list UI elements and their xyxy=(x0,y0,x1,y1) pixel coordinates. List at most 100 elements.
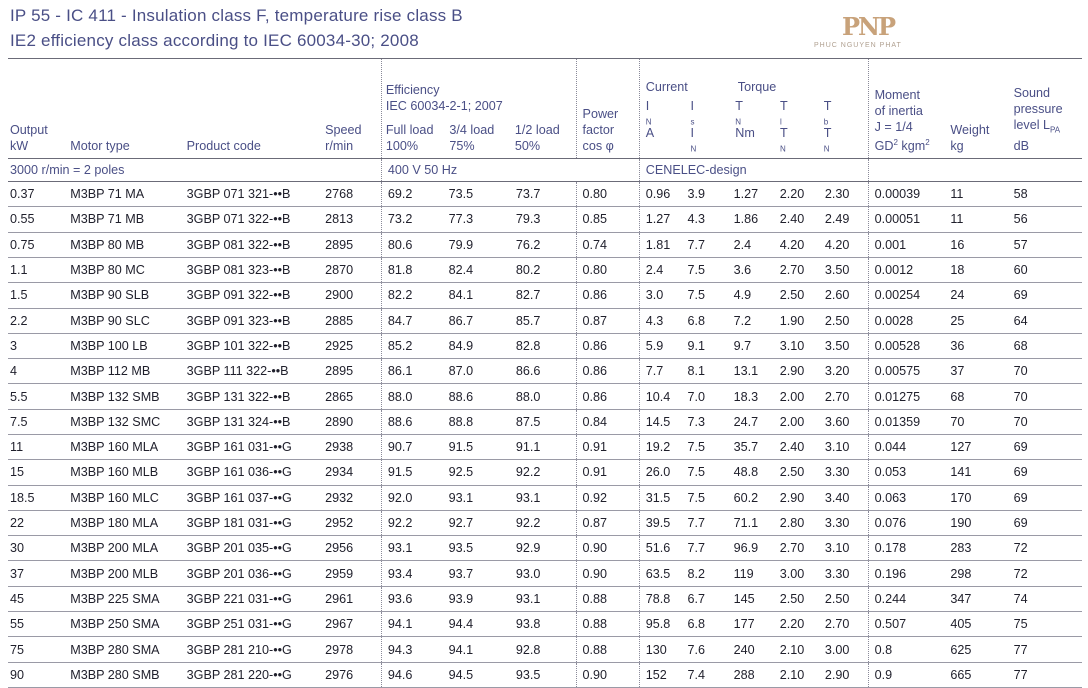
cell-tb-tn: 2.90 xyxy=(822,662,869,688)
cell-motor-type: M3BP 112 MB xyxy=(68,358,185,385)
cell-motor-type: M3BP 160 MLB xyxy=(68,459,185,486)
cell-product-code: 3GBP 221 031-••G xyxy=(184,586,324,613)
cell-tl-tn: 2.10 xyxy=(777,662,823,688)
cell-is-in: 8.2 xyxy=(685,560,732,587)
cell-eff-full: 94.6 xyxy=(380,662,447,688)
cell-weight: 190 xyxy=(948,510,1012,537)
cell-sound-level: 64 xyxy=(1011,308,1082,334)
cell-torque-tn: 3.6 xyxy=(731,257,778,284)
cell-eff-full: 88.0 xyxy=(380,383,447,410)
section-empty xyxy=(867,158,1082,183)
cell-motor-type: M3BP 80 MC xyxy=(68,257,185,284)
cell-output-kw: 1.1 xyxy=(8,257,69,284)
cell-sound-level: 58 xyxy=(1011,181,1082,208)
cell-is-in: 8.1 xyxy=(685,358,732,385)
cell-current-in: 1.81 xyxy=(638,232,686,258)
cell-eff-full: 80.6 xyxy=(380,232,447,258)
cell-sound-level: 75 xyxy=(1011,611,1082,638)
cell-eff-50: 93.1 xyxy=(513,485,577,511)
cell-eff-75: 94.5 xyxy=(446,662,514,688)
logo-subtitle: PHUC NGUYEN PHAT xyxy=(814,42,902,49)
cell-power-factor: 0.88 xyxy=(575,586,640,613)
cell-moment-of-inertia: 0.00575 xyxy=(867,358,949,385)
cell-motor-type: M3BP 225 SMA xyxy=(68,586,185,613)
cell-eff-50: 82.8 xyxy=(513,333,577,360)
cell-speed: 2900 xyxy=(323,282,382,309)
cell-tb-tn: 3.30 xyxy=(822,510,869,537)
cell-moment-of-inertia: 0.01275 xyxy=(867,383,949,410)
cell-eff-50: 92.9 xyxy=(513,535,577,562)
col-tn: T N Nm xyxy=(735,99,755,140)
cell-weight: 37 xyxy=(948,358,1012,385)
cell-tl-tn: 2.00 xyxy=(777,409,823,436)
cell-product-code: 3GBP 091 322-••B xyxy=(184,282,324,309)
cell-eff-full: 94.1 xyxy=(380,611,447,638)
col-torque-label: Torque xyxy=(737,80,777,94)
cell-sound-level: 60 xyxy=(1011,257,1082,284)
cell-moment-of-inertia: 0.044 xyxy=(867,434,949,461)
cell-weight: 625 xyxy=(948,636,1012,663)
title-line-2: IE2 efficiency class according to IEC 60… xyxy=(10,31,419,50)
cell-tb-tn: 3.50 xyxy=(822,333,869,360)
cell-weight: 68 xyxy=(948,383,1012,410)
cell-moment-of-inertia: 0.244 xyxy=(867,586,949,613)
cell-eff-75: 79.9 xyxy=(446,232,514,258)
cell-eff-50: 93.5 xyxy=(513,662,577,688)
cell-tl-tn: 2.40 xyxy=(777,434,823,461)
table-row: 22 M3BP 180 MLA 3GBP 181 031-••G 2952 92.2 92… xyxy=(8,510,1082,537)
cell-eff-full: 85.2 xyxy=(380,333,447,360)
cell-output-kw: 30 xyxy=(8,535,69,562)
cell-motor-type: M3BP 132 SMC xyxy=(68,409,185,436)
cell-current-in: 14.5 xyxy=(638,409,686,436)
cell-output-kw: 7.5 xyxy=(8,409,69,436)
cell-eff-50: 85.7 xyxy=(513,308,577,334)
cell-power-factor: 0.90 xyxy=(575,535,640,562)
cell-eff-full: 86.1 xyxy=(380,358,447,385)
cell-torque-tn: 2.4 xyxy=(731,232,778,258)
cell-torque-tn: 71.1 xyxy=(731,510,778,537)
cell-moment-of-inertia: 0.00254 xyxy=(867,282,949,309)
table-row: 0.55 M3BP 71 MB 3GBP 071 322-••B 2813 73.2 77… xyxy=(8,206,1082,233)
cell-current-in: 63.5 xyxy=(638,560,686,587)
cell-torque-tn: 7.2 xyxy=(731,308,778,334)
cell-moment-of-inertia: 0.01359 xyxy=(867,409,949,436)
cell-product-code: 3GBP 161 031-••G xyxy=(184,434,324,461)
cell-speed: 2890 xyxy=(323,409,382,436)
table-row: 45 M3BP 225 SMA 3GBP 221 031-••G 2961 93.6 93… xyxy=(8,586,1082,613)
cell-eff-full: 93.4 xyxy=(380,560,447,587)
cell-sound-level: 74 xyxy=(1011,586,1082,613)
cell-eff-75: 77.3 xyxy=(446,206,514,233)
cell-speed: 2952 xyxy=(323,510,382,537)
cell-eff-50: 73.7 xyxy=(513,181,577,208)
cell-eff-full: 94.3 xyxy=(380,636,447,663)
cell-torque-tn: 4.9 xyxy=(731,282,778,309)
cell-eff-75: 88.8 xyxy=(446,409,514,436)
cell-tb-tn: 4.20 xyxy=(822,232,869,258)
table-row: 55 M3BP 250 SMA 3GBP 251 031-••G 2967 94.1 94… xyxy=(8,611,1082,638)
cell-moment-of-inertia: 0.076 xyxy=(867,510,949,537)
cell-eff-75: 87.0 xyxy=(446,358,514,385)
cell-eff-50: 93.8 xyxy=(513,611,577,638)
cell-torque-tn: 1.86 xyxy=(731,206,778,233)
cell-sound-level: 72 xyxy=(1011,560,1082,587)
cell-sound-level: 69 xyxy=(1011,485,1082,511)
cell-current-in: 31.5 xyxy=(638,485,686,511)
col-full-load: Full load 100% xyxy=(385,123,434,154)
cell-eff-full: 69.2 xyxy=(380,181,447,208)
cell-weight: 16 xyxy=(948,232,1012,258)
cell-tb-tn: 3.20 xyxy=(822,358,869,385)
cell-eff-75: 82.4 xyxy=(446,257,514,284)
cell-tl-tn: 2.70 xyxy=(777,535,823,562)
cell-tb-tn: 3.10 xyxy=(822,434,869,461)
cell-eff-50: 93.1 xyxy=(513,586,577,613)
cell-product-code: 3GBP 101 322-••B xyxy=(184,333,324,360)
company-logo: PNP PHUC NGUYEN PHAT xyxy=(812,12,908,56)
cell-product-code: 3GBP 201 036-••G xyxy=(184,560,324,587)
cell-power-factor: 0.87 xyxy=(575,308,640,334)
col-efficiency-group: Efficiency IEC 60034-2-1; 2007 Full load 1… xyxy=(380,57,577,159)
cell-moment-of-inertia: 0.196 xyxy=(867,560,949,587)
col-power-factor: Power factor cos φ xyxy=(575,57,640,159)
cell-speed: 2768 xyxy=(323,181,382,208)
